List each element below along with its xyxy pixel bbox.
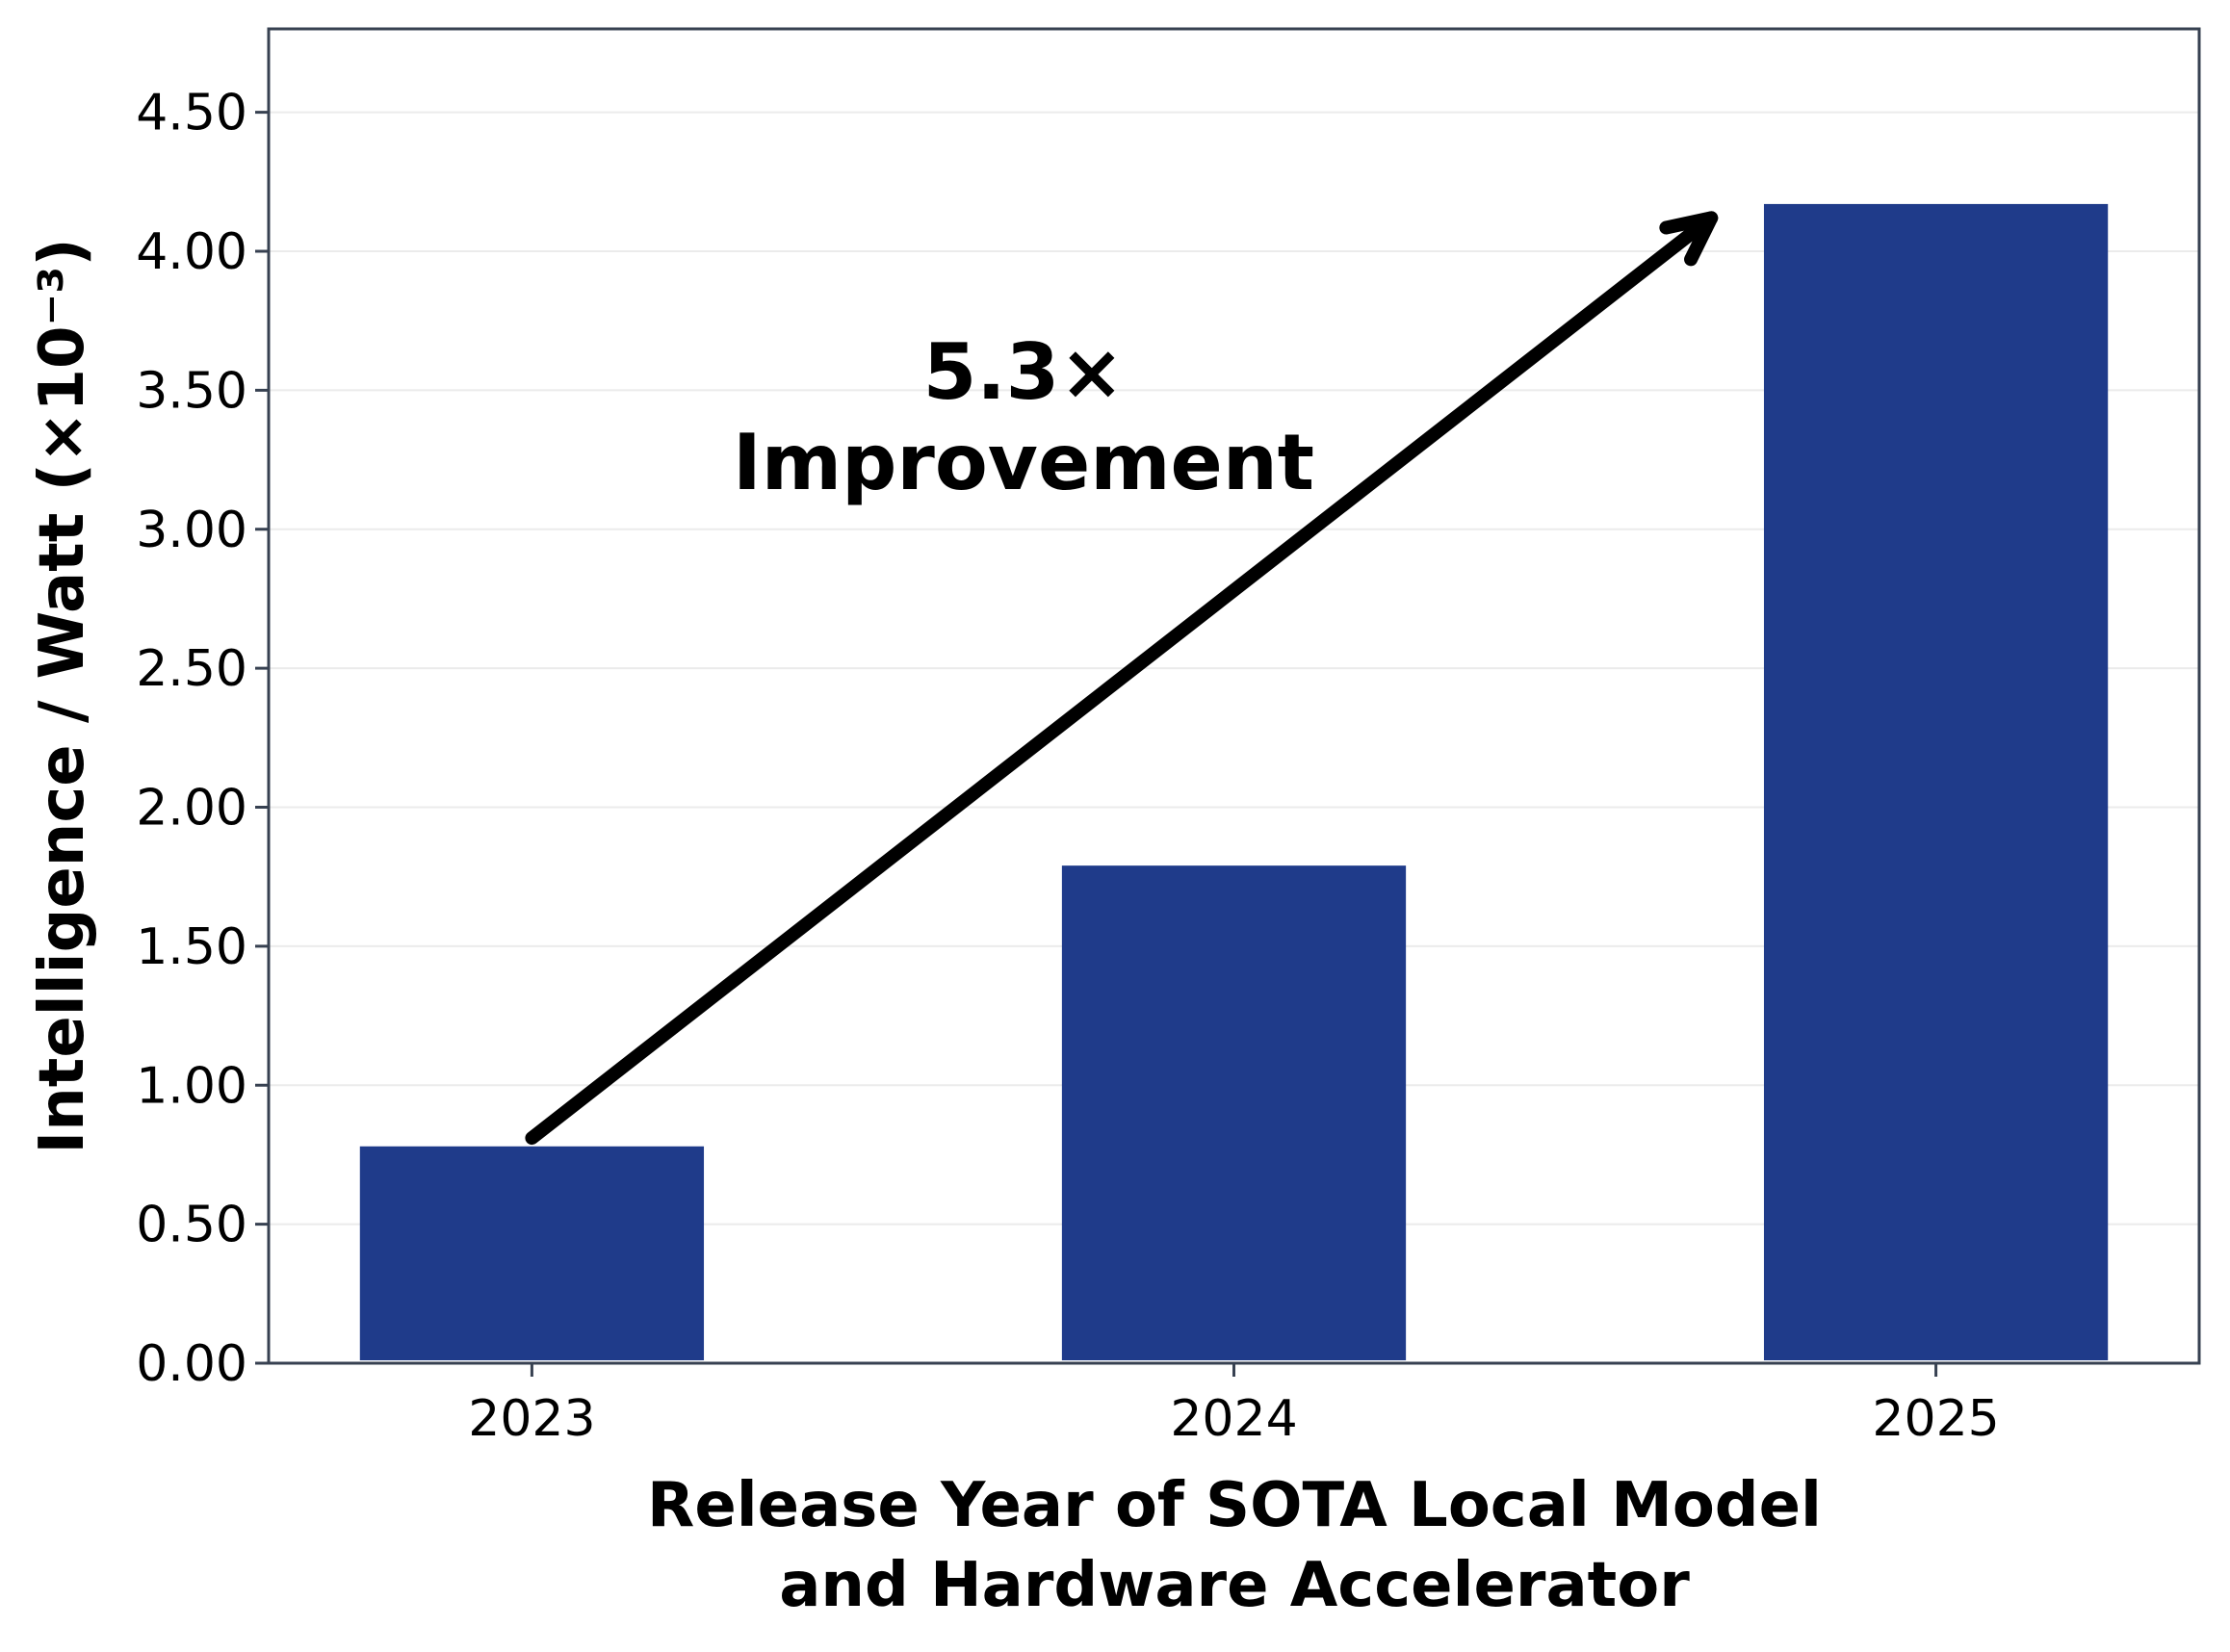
x-axis-label-line-1: Release Year of SOTA Local Model: [647, 1470, 1822, 1541]
y-axis-label: Intelligence / Watt (×10⁻³): [27, 238, 98, 1153]
y-tick-label: 2.00: [136, 780, 247, 838]
y-tick-label: 1.00: [136, 1057, 247, 1115]
x-axis-ticks: 2023 2024 2025: [468, 1363, 2000, 1448]
y-tick-label: 1.50: [136, 918, 247, 976]
arrow-head: [1659, 211, 1719, 267]
bars: [359, 203, 2109, 1361]
x-tick-label: 2024: [1170, 1390, 1297, 1448]
annotation-line-1: 5.3×: [923, 327, 1125, 417]
y-tick-label: 2.50: [136, 640, 247, 698]
bar-2023: [359, 1146, 705, 1360]
y-tick-label: 0.00: [136, 1335, 247, 1393]
plot-frame: [267, 27, 2201, 1365]
x-tick-label: 2025: [1872, 1390, 1999, 1448]
y-tick-label: 3.00: [136, 502, 247, 559]
y-tick-label: 3.50: [136, 362, 247, 420]
y-tick-label: 4.50: [136, 85, 247, 142]
y-axis-ticks: 0.00 0.50 1.00 1.50 2.00 2.50 3.00 3.50 4.00 4.50: [136, 85, 269, 1393]
arrow-shaft: [525, 211, 1719, 1146]
bar-2024: [1061, 865, 1407, 1360]
y-tick-label: 0.50: [136, 1197, 247, 1254]
annotation-line-2: Improvement: [733, 418, 1314, 507]
y-tick-label: 4.00: [136, 223, 247, 281]
x-axis-label-line-2: and Hardware Accelerator: [779, 1550, 1690, 1621]
x-tick-label: 2023: [468, 1390, 595, 1448]
improvement-arrow: [525, 211, 1719, 1146]
bar-2025: [1763, 203, 2109, 1361]
